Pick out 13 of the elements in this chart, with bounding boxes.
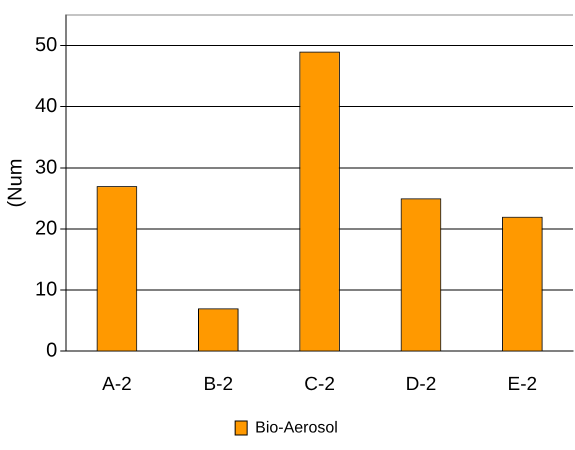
y-tick-label: 0 [46, 340, 58, 362]
y-tick-label: 10 [34, 278, 58, 301]
x-tick-label: C-2 [304, 374, 335, 395]
x-tick-label: D-2 [406, 374, 436, 395]
legend-label: Bio-Aerosol [255, 419, 338, 436]
y-tick-label: 20 [34, 217, 58, 240]
x-tick-label: B-2 [203, 374, 234, 395]
y-tick-label: 50 [34, 34, 58, 56]
y-axis-title: (Num [4, 158, 27, 208]
y-tick-label: 40 [34, 95, 58, 118]
x-tick-label: A-2 [102, 374, 132, 395]
y-tick-label: 30 [34, 156, 58, 178]
x-tick-label: E-2 [508, 374, 538, 395]
